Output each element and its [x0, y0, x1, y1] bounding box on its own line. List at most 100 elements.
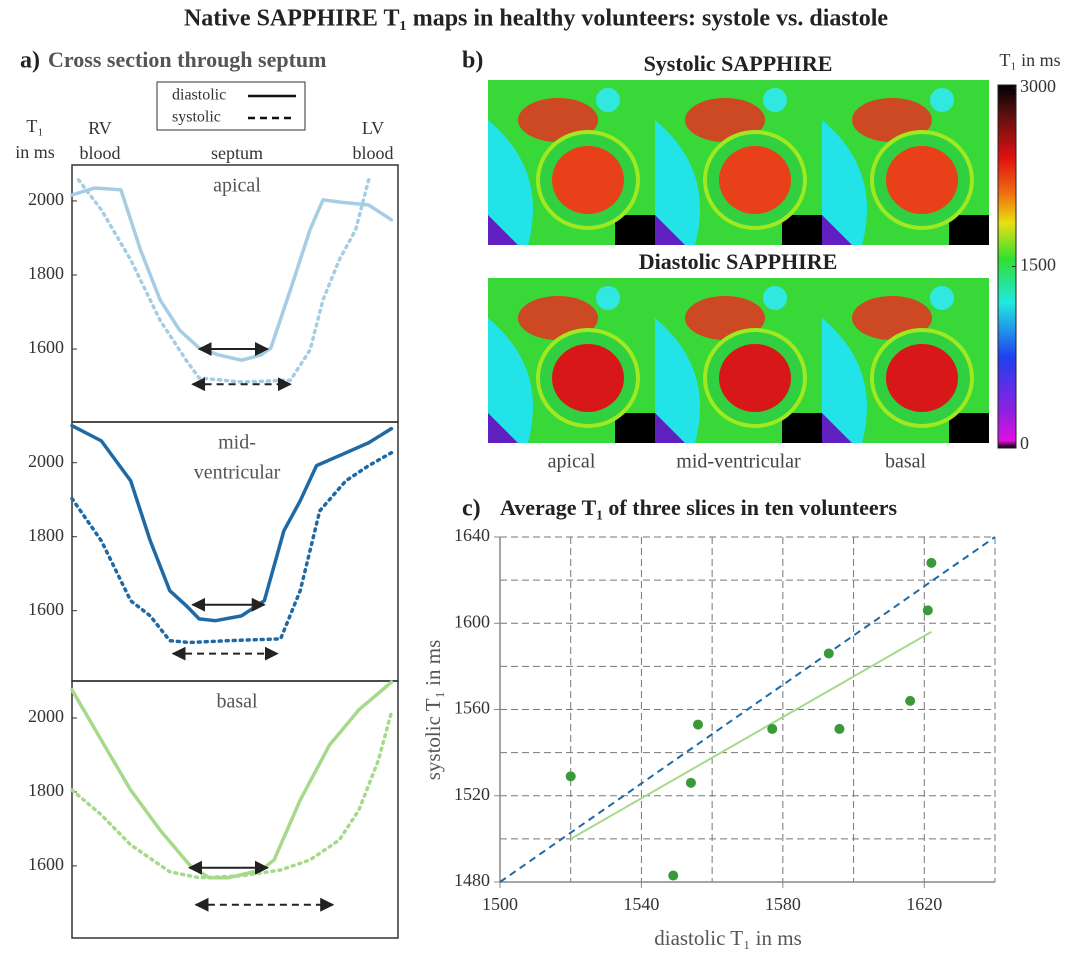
region-label: LV — [362, 118, 384, 138]
column-label: basal — [885, 451, 927, 473]
map-region — [949, 215, 989, 245]
map-region — [488, 318, 533, 443]
x-tick-label: 1540 — [623, 894, 659, 914]
map-region — [763, 286, 787, 310]
profile-line — [70, 710, 394, 880]
legend-label: diastolic — [172, 87, 226, 104]
profile-line — [70, 680, 394, 880]
panel-label: b) — [462, 48, 483, 74]
map-region — [763, 88, 787, 112]
y-tick-label: 1560 — [454, 698, 490, 718]
subplot-frame — [71, 680, 399, 939]
subplot-title: ventricular — [194, 462, 281, 484]
y-tick-label: 1600 — [28, 337, 64, 357]
map-region — [488, 215, 518, 245]
panel-title: Average T₁ of three slices in ten volunt… — [500, 495, 897, 520]
blood-pool — [552, 146, 624, 214]
x-axis-label: diastolic T₁ in ms — [654, 926, 802, 950]
t1-map — [655, 278, 822, 443]
reference-line — [499, 536, 996, 883]
y-tick-label: 2000 — [28, 706, 64, 726]
data-point — [693, 719, 703, 730]
map-region — [822, 120, 867, 245]
y-axis-label: systolic T₁ in ms — [421, 640, 445, 781]
x-tick-label: 1580 — [765, 894, 801, 914]
panel-label: a) — [20, 48, 40, 74]
blood-pool — [719, 146, 791, 214]
map-region — [488, 413, 518, 443]
map-region — [930, 88, 954, 112]
data-point — [905, 695, 916, 706]
t1-map — [488, 278, 655, 443]
blood-pool — [886, 344, 958, 412]
data-point — [565, 771, 576, 782]
blood-pool — [886, 146, 958, 214]
y-tick-label: 2000 — [28, 189, 64, 209]
profile-line — [70, 450, 394, 645]
colorbar-tick-label: 3000 — [1020, 76, 1056, 96]
map-region — [822, 318, 867, 443]
y-axis-label: in ms — [15, 142, 55, 162]
row-title: Diastolic SAPPHIRE — [639, 249, 838, 274]
legend-label: systolic — [172, 109, 221, 126]
t1-map — [822, 80, 989, 245]
y-tick-label: 1520 — [454, 784, 490, 804]
data-point — [823, 648, 834, 659]
colorbar-label: T₁ in ms — [999, 50, 1060, 70]
y-tick-label: 1600 — [28, 854, 64, 874]
map-region — [615, 413, 655, 443]
colorbar-tick-label: 1500 — [1020, 255, 1056, 275]
y-axis-label: T₁ — [26, 116, 43, 136]
data-point — [685, 777, 696, 788]
data-point — [922, 605, 933, 616]
profile-line — [70, 423, 394, 623]
map-region — [782, 215, 822, 245]
colorbar-tick-label: 0 — [1020, 433, 1029, 453]
map-region — [930, 286, 954, 310]
y-tick-label: 1800 — [28, 263, 64, 283]
panel-label: c) — [462, 496, 481, 522]
map-region — [596, 88, 620, 112]
y-tick-label: 1800 — [28, 525, 64, 545]
map-region — [655, 120, 700, 245]
y-tick-label: 2000 — [28, 451, 64, 471]
figure-title: Native SAPPHIRE T₁ maps in healthy volun… — [184, 6, 888, 32]
map-region — [822, 215, 852, 245]
column-label: apical — [548, 451, 596, 473]
blood-pool — [552, 344, 624, 412]
y-tick-label: 1600 — [28, 599, 64, 619]
data-point — [926, 557, 937, 568]
data-point — [767, 723, 778, 734]
y-tick-label: 1640 — [454, 525, 490, 545]
region-label: septum — [211, 143, 263, 163]
region-label: blood — [352, 143, 393, 163]
map-region — [949, 413, 989, 443]
map-region — [655, 215, 685, 245]
x-tick-label: 1620 — [906, 894, 942, 914]
subplot-title: mid- — [218, 432, 256, 454]
row-title: Systolic SAPPHIRE — [644, 51, 833, 76]
blood-pool — [719, 344, 791, 412]
x-tick-label: 1500 — [482, 894, 518, 914]
region-label: blood — [79, 143, 120, 163]
legend-box — [156, 81, 306, 131]
column-label: mid-ventricular — [676, 451, 801, 473]
map-region — [655, 318, 700, 443]
map-region — [822, 413, 852, 443]
subplot-title: basal — [216, 691, 258, 713]
panel-title: Cross section through septum — [48, 47, 327, 72]
reference-line — [570, 631, 932, 840]
profile-line — [76, 178, 371, 384]
y-tick-label: 1480 — [454, 870, 490, 890]
map-region — [596, 286, 620, 310]
map-region — [615, 215, 655, 245]
map-region — [782, 413, 822, 443]
y-tick-label: 1800 — [28, 780, 64, 800]
y-tick-label: 1600 — [454, 611, 490, 631]
map-region — [488, 120, 533, 245]
data-point — [834, 723, 845, 734]
profile-line — [70, 186, 394, 362]
map-region — [655, 413, 685, 443]
t1-map — [822, 278, 989, 443]
